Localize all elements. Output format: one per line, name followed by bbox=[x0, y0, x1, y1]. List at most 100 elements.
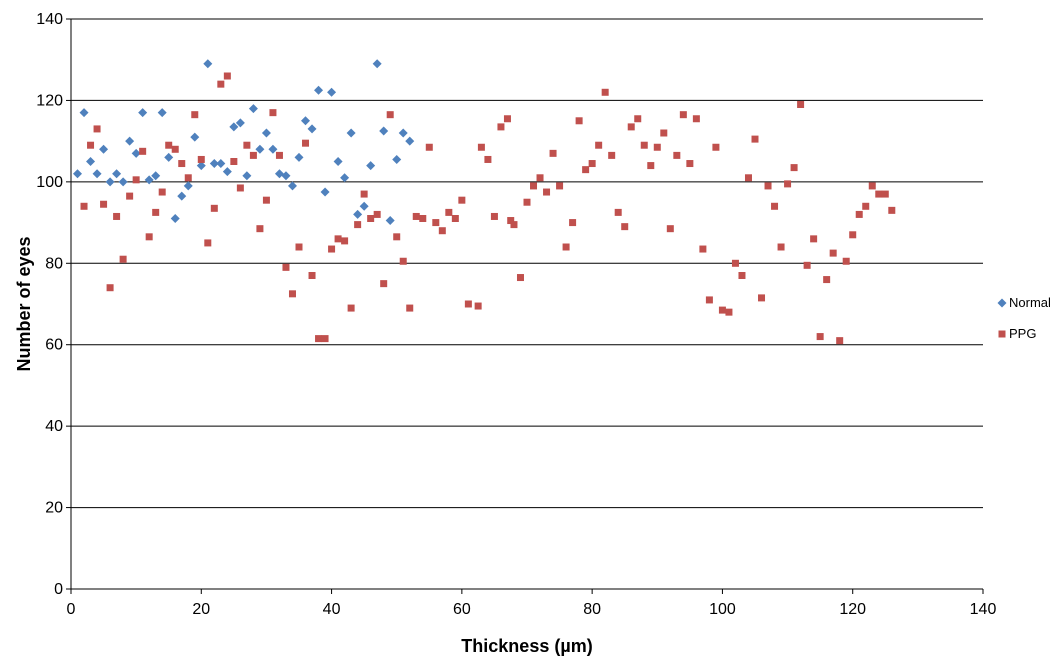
point-ppg-51 bbox=[412, 212, 420, 220]
point-ppg-84 bbox=[621, 223, 629, 231]
point-normal-38 bbox=[320, 187, 330, 197]
y-tick-label-5: 100 bbox=[36, 174, 63, 191]
point-normal-2 bbox=[86, 157, 96, 166]
point-ppg-83 bbox=[614, 208, 622, 216]
point-ppg-106 bbox=[764, 182, 772, 190]
series-normal bbox=[73, 59, 415, 226]
point-normal-4 bbox=[99, 144, 109, 154]
point-ppg-43 bbox=[360, 190, 368, 198]
point-ppg-75 bbox=[562, 243, 570, 251]
point-normal-26 bbox=[242, 171, 252, 181]
point-ppg-86 bbox=[634, 115, 642, 123]
point-ppg-67 bbox=[510, 221, 518, 229]
tick-labels: 0 20 40 60 80 100 120 140 0 20 40 60 80 100 120 140 bbox=[36, 11, 996, 618]
point-ppg-16 bbox=[184, 174, 192, 182]
point-ppg-109 bbox=[784, 180, 792, 188]
point-ppg-79 bbox=[588, 160, 596, 168]
point-ppg-88 bbox=[647, 162, 655, 170]
point-ppg-114 bbox=[816, 333, 824, 341]
point-ppg-97 bbox=[705, 296, 713, 304]
point-normal-13 bbox=[157, 108, 167, 118]
point-ppg-22 bbox=[223, 72, 231, 80]
y-tick-label-1: 20 bbox=[45, 500, 63, 517]
point-ppg-40 bbox=[341, 237, 349, 245]
point-normal-22 bbox=[216, 159, 226, 169]
point-normal-14 bbox=[164, 152, 174, 162]
point-normal-35 bbox=[301, 116, 311, 126]
point-normal-49 bbox=[392, 154, 402, 164]
point-normal-28 bbox=[255, 144, 265, 154]
point-ppg-85 bbox=[627, 123, 635, 131]
point-ppg-10 bbox=[145, 233, 153, 241]
point-ppg-107 bbox=[771, 202, 779, 210]
point-ppg-119 bbox=[849, 231, 857, 239]
point-ppg-36 bbox=[315, 335, 323, 343]
point-normal-37 bbox=[314, 85, 324, 95]
point-ppg-76 bbox=[569, 219, 577, 227]
point-ppg-102 bbox=[738, 272, 746, 279]
point-ppg-56 bbox=[445, 208, 453, 216]
point-ppg-91 bbox=[666, 225, 674, 233]
point-ppg-38 bbox=[328, 245, 336, 253]
y-tick-label-0: 0 bbox=[54, 581, 63, 598]
point-ppg-61 bbox=[477, 143, 485, 151]
point-ppg-73 bbox=[549, 149, 557, 157]
point-ppg-32 bbox=[288, 290, 296, 298]
point-ppg-60 bbox=[474, 302, 482, 310]
point-ppg-58 bbox=[458, 196, 466, 204]
point-ppg-39 bbox=[334, 235, 342, 243]
point-ppg-34 bbox=[302, 139, 310, 147]
point-normal-29 bbox=[261, 128, 271, 138]
point-ppg-9 bbox=[139, 147, 147, 155]
point-normal-50 bbox=[398, 128, 408, 138]
x-tick-label-7: 140 bbox=[970, 601, 997, 618]
point-ppg-96 bbox=[699, 245, 707, 253]
point-normal-39 bbox=[327, 87, 337, 97]
series-ppg bbox=[80, 72, 896, 345]
point-ppg-80 bbox=[595, 141, 603, 149]
point-ppg-71 bbox=[536, 174, 544, 182]
legend-marker-normal bbox=[997, 298, 1007, 308]
point-ppg-93 bbox=[679, 111, 687, 119]
point-ppg-113 bbox=[810, 235, 818, 243]
x-tick-label-6: 120 bbox=[839, 601, 866, 618]
point-normal-11 bbox=[144, 175, 154, 185]
point-ppg-110 bbox=[790, 164, 798, 172]
point-ppg-15 bbox=[178, 160, 186, 168]
point-ppg-118 bbox=[842, 257, 850, 265]
point-ppg-117 bbox=[836, 337, 844, 345]
point-ppg-98 bbox=[712, 143, 720, 151]
point-ppg-92 bbox=[673, 151, 681, 159]
point-ppg-8 bbox=[132, 176, 140, 184]
point-ppg-94 bbox=[686, 160, 694, 168]
point-normal-27 bbox=[248, 104, 258, 114]
point-ppg-1 bbox=[87, 141, 95, 149]
point-normal-34 bbox=[294, 152, 304, 162]
point-ppg-11 bbox=[152, 208, 160, 216]
point-normal-1 bbox=[79, 108, 89, 118]
point-normal-17 bbox=[183, 181, 193, 191]
point-normal-36 bbox=[307, 124, 317, 134]
point-normal-48 bbox=[385, 216, 395, 226]
point-ppg-49 bbox=[399, 257, 407, 265]
point-normal-3 bbox=[92, 169, 102, 179]
point-ppg-116 bbox=[829, 249, 837, 257]
point-normal-23 bbox=[222, 167, 232, 177]
x-axis-title: Thickness (µm) bbox=[461, 636, 592, 656]
point-ppg-82 bbox=[608, 151, 616, 159]
point-ppg-100 bbox=[725, 308, 733, 316]
point-ppg-62 bbox=[484, 155, 492, 163]
point-ppg-44 bbox=[367, 215, 375, 222]
point-ppg-52 bbox=[419, 215, 427, 222]
point-ppg-20 bbox=[210, 204, 218, 212]
point-ppg-23 bbox=[230, 158, 238, 165]
point-normal-42 bbox=[346, 128, 356, 138]
point-ppg-121 bbox=[862, 202, 870, 210]
point-ppg-122 bbox=[868, 182, 876, 190]
point-normal-41 bbox=[340, 173, 350, 183]
point-ppg-65 bbox=[503, 115, 511, 123]
point-normal-18 bbox=[190, 132, 200, 142]
point-normal-6 bbox=[112, 169, 122, 179]
point-ppg-81 bbox=[601, 88, 609, 96]
point-ppg-48 bbox=[393, 233, 401, 241]
